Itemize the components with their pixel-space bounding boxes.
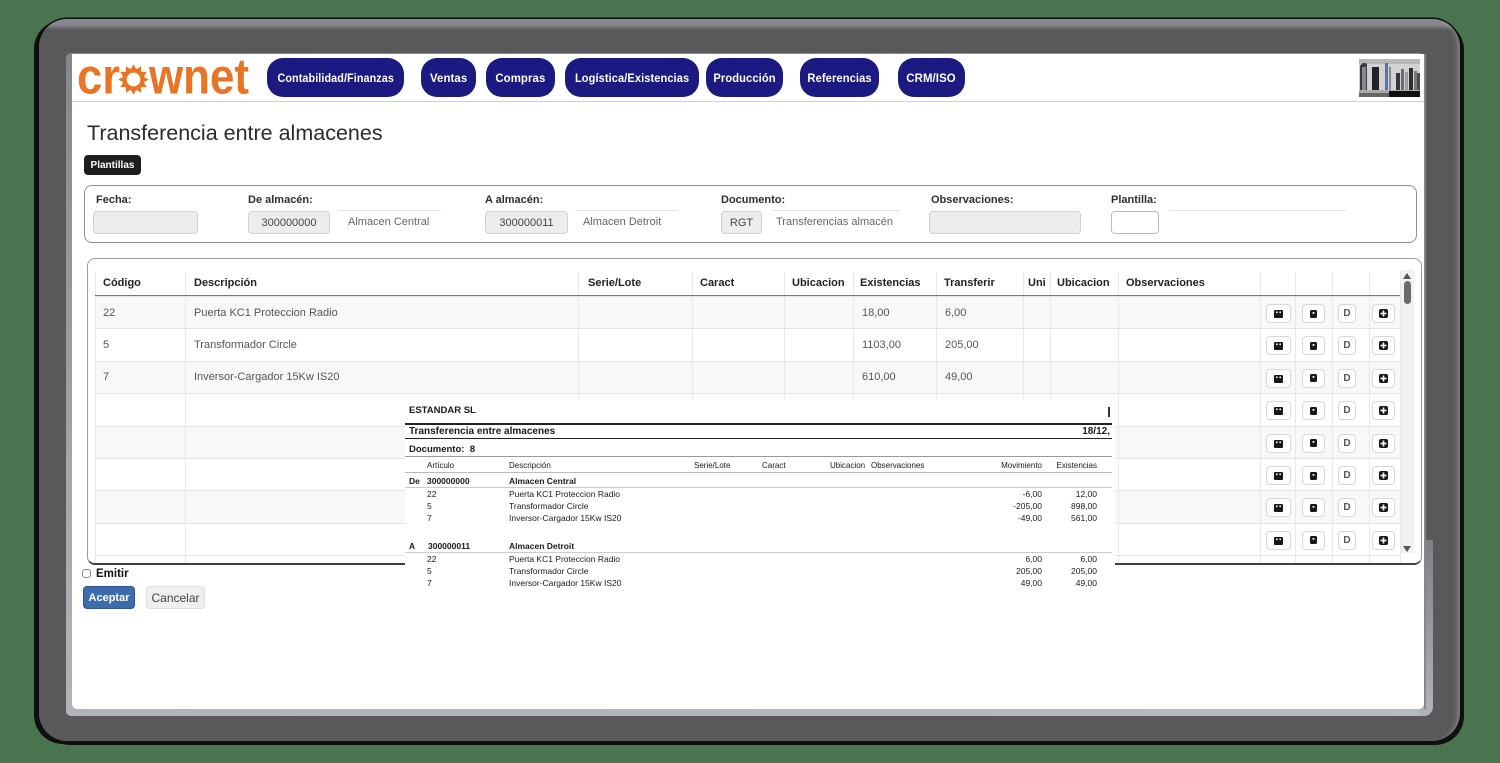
svg-text:cr: cr	[77, 49, 120, 105]
svg-text:wnet: wnet	[148, 49, 249, 105]
